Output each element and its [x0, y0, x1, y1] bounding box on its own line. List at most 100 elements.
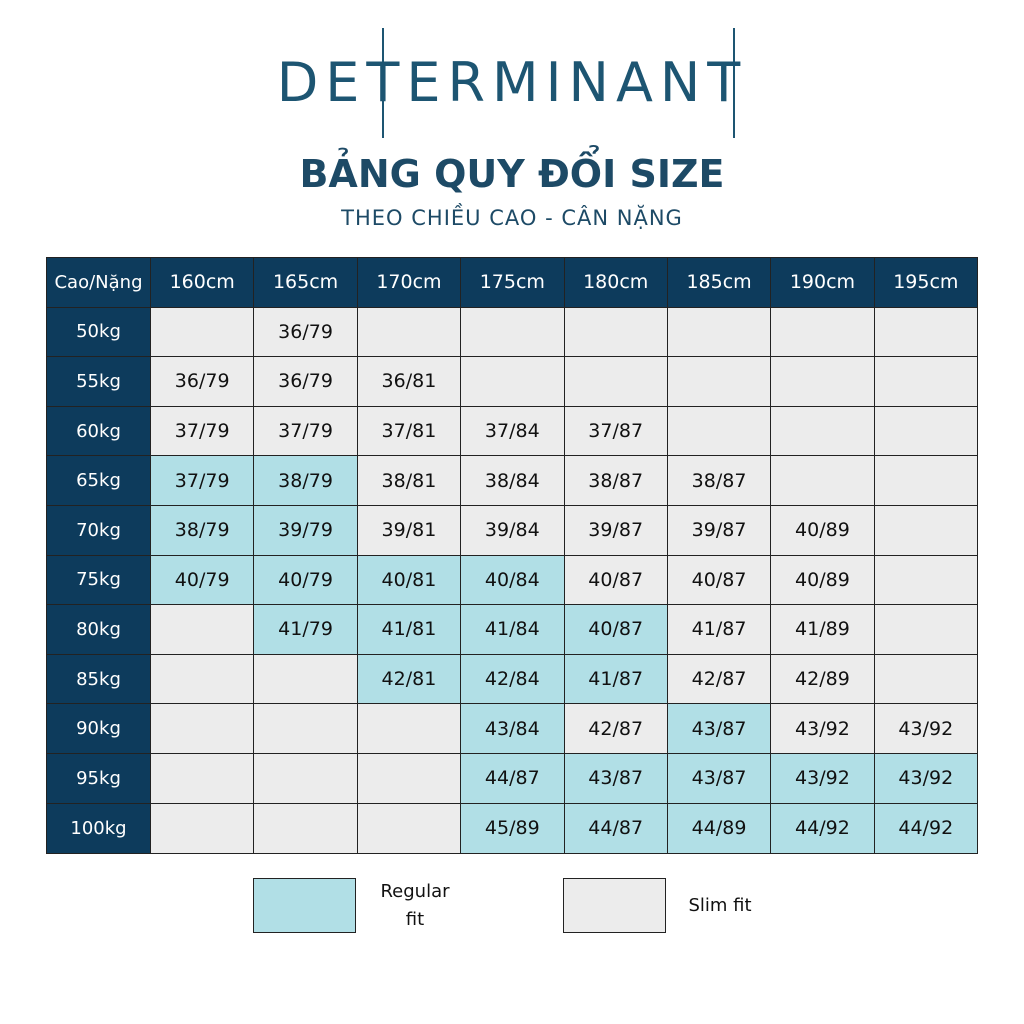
row-header: 95kg	[47, 753, 151, 804]
corner-cell: Cao/Nặng	[47, 258, 151, 308]
size-cell: 45/89	[461, 803, 565, 854]
size-cell: 41/81	[357, 605, 462, 655]
size-cell: 38/79	[254, 456, 358, 506]
size-cell: 44/92	[874, 803, 977, 854]
size-cell	[771, 406, 875, 457]
header-row: Cao/Nặng 160cm 165cm 170cm 175cm 180cm 185cm 19…	[47, 258, 977, 308]
column-header: 190cm	[771, 258, 875, 308]
size-cell	[461, 307, 565, 358]
column-header: 195cm	[874, 258, 977, 308]
size-cell: 43/87	[667, 753, 772, 804]
size-cell: 44/87	[564, 803, 668, 854]
size-cell: 43/92	[874, 753, 977, 804]
size-cell	[874, 357, 977, 407]
size-cell	[357, 307, 462, 358]
size-cell: 39/87	[564, 505, 668, 556]
size-cell: 44/87	[461, 753, 565, 804]
legend-label: Slim fit	[688, 895, 752, 916]
table-row: 75kg 40/79 40/79 40/81 40/84 40/87 40/87 40/89	[47, 555, 977, 606]
size-cell: 37/79	[151, 456, 255, 506]
size-cell: 42/81	[357, 654, 462, 705]
legend-swatch	[253, 878, 356, 933]
size-cell: 40/81	[357, 555, 462, 606]
table-row: 85kg 42/81 42/84 41/87 42/87 42/89	[47, 654, 977, 705]
size-cell: 40/89	[771, 505, 875, 556]
size-cell: 37/84	[461, 406, 565, 457]
size-cell	[357, 803, 462, 854]
size-cell: 41/89	[771, 605, 875, 655]
table-row: 95kg 44/87 43/87 43/87 43/92 43/92	[47, 753, 977, 804]
size-cell: 43/84	[461, 704, 565, 754]
size-cell	[771, 307, 875, 358]
logo-bar	[733, 28, 735, 138]
size-cell: 40/87	[564, 555, 668, 606]
size-cell: 40/84	[461, 555, 565, 606]
logo-bar	[382, 28, 384, 138]
size-cell	[874, 406, 977, 457]
size-cell: 37/81	[357, 406, 462, 457]
size-cell	[151, 654, 255, 705]
table-row: 65kg 37/79 38/79 38/81 38/84 38/87 38/87	[47, 456, 977, 506]
size-cell	[151, 803, 255, 854]
row-header: 80kg	[47, 605, 151, 655]
size-cell: 39/81	[357, 505, 462, 556]
size-cell: 40/79	[151, 555, 255, 606]
size-cell: 38/87	[667, 456, 772, 506]
size-cell: 43/92	[771, 704, 875, 754]
size-cell: 40/87	[564, 605, 668, 655]
size-table: Cao/Nặng 160cm 165cm 170cm 175cm 180cm 185cm 19…	[46, 257, 978, 855]
size-cell: 36/79	[254, 357, 358, 407]
table-row: 50kg 36/79	[47, 307, 977, 358]
size-cell: 41/87	[667, 605, 772, 655]
size-cell	[151, 704, 255, 754]
legend-swatch	[563, 878, 666, 933]
size-cell: 40/87	[667, 555, 772, 606]
size-cell	[874, 456, 977, 506]
row-header: 50kg	[47, 307, 151, 358]
subtitle: THEO CHIỀU CAO - CÂN NẶNG	[341, 206, 683, 230]
size-cell: 43/92	[771, 753, 875, 804]
size-cell: 40/79	[254, 555, 358, 606]
size-cell: 42/84	[461, 654, 565, 705]
size-cell: 36/79	[254, 307, 358, 358]
size-cell: 39/87	[667, 505, 772, 556]
size-cell	[461, 357, 565, 407]
size-cell: 42/87	[564, 704, 668, 754]
size-cell	[667, 406, 772, 457]
size-cell: 42/89	[771, 654, 875, 705]
size-cell	[564, 357, 668, 407]
size-cell: 37/79	[254, 406, 358, 457]
column-header: 185cm	[667, 258, 772, 308]
size-cell: 36/79	[151, 357, 255, 407]
size-cell: 43/87	[564, 753, 668, 804]
size-cell	[357, 704, 462, 754]
size-cell	[254, 654, 358, 705]
size-cell: 44/89	[667, 803, 772, 854]
table-row: 100kg 45/89 44/87 44/89 44/92 44/92	[47, 803, 977, 854]
size-cell	[151, 753, 255, 804]
size-cell: 38/84	[461, 456, 565, 506]
table-row: 80kg 41/79 41/81 41/84 40/87 41/87 41/89	[47, 605, 977, 655]
size-cell	[151, 307, 255, 358]
size-cell: 37/87	[564, 406, 668, 457]
size-cell	[874, 555, 977, 606]
size-cell: 39/84	[461, 505, 565, 556]
column-header: 160cm	[151, 258, 255, 308]
column-header: 170cm	[357, 258, 462, 308]
title: BẢNG QUY ĐỔI SIZE	[299, 152, 725, 196]
size-cell: 38/79	[151, 505, 255, 556]
size-cell	[874, 605, 977, 655]
column-header: 165cm	[254, 258, 358, 308]
column-header: 180cm	[564, 258, 668, 308]
size-cell	[254, 704, 358, 754]
size-cell: 43/87	[667, 704, 772, 754]
row-header: 100kg	[47, 803, 151, 854]
size-cell	[874, 307, 977, 358]
table-row: 55kg 36/79 36/79 36/81	[47, 357, 977, 407]
row-header: 70kg	[47, 505, 151, 556]
row-header: 55kg	[47, 357, 151, 407]
table-row: 70kg 38/79 39/79 39/81 39/84 39/87 39/87 40/89	[47, 505, 977, 556]
size-cell: 42/87	[667, 654, 772, 705]
row-header: 75kg	[47, 555, 151, 606]
